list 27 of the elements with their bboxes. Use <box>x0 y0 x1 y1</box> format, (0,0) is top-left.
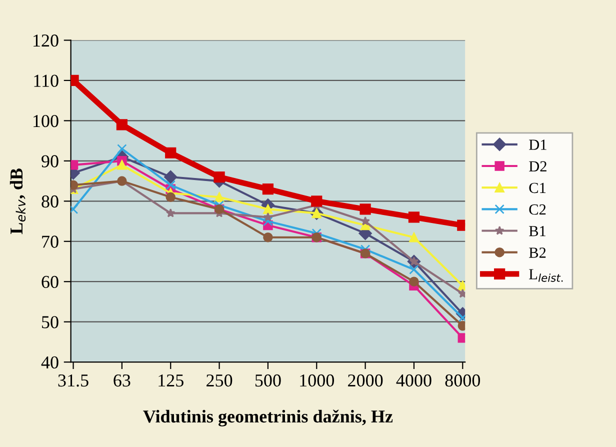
legend-label: B1 <box>529 226 546 236</box>
x-axis-title: Vidutinis geometrinis dažnis, Hz <box>143 410 393 426</box>
y-tick-label: 90 <box>42 155 58 168</box>
legend-label: C2 <box>529 204 546 215</box>
y-tick-label: 40 <box>41 356 58 369</box>
y-tick-label: 110 <box>34 74 58 87</box>
y-tick-label: 120 <box>34 34 58 47</box>
x-tick-label: 8000 <box>445 374 480 387</box>
legend-label: L$_{leist.}$ <box>529 269 563 282</box>
y-tick-label: 70 <box>42 236 58 248</box>
x-tick-label: 250 <box>206 374 232 387</box>
legend-label: B2 <box>529 248 546 258</box>
x-tick-label: 63 <box>114 374 130 387</box>
y-tick-label: 50 <box>42 316 58 328</box>
y-axis-title: L$_{ekv}$, dB <box>10 168 26 234</box>
x-tick-label: 4000 <box>396 374 432 387</box>
y-tick-label: 100 <box>34 114 58 128</box>
x-tick-label: 125 <box>158 374 184 387</box>
legend-label: D2 <box>529 161 546 172</box>
x-tick-label: 1000 <box>300 374 334 387</box>
y-tick-label: 60 <box>42 276 58 288</box>
legend-label: C1 <box>529 182 546 194</box>
y-tick-label: 80 <box>42 195 58 208</box>
x-tick-label: 500 <box>255 374 281 387</box>
legend-label: D1 <box>529 140 546 150</box>
x-tick-label: 2000 <box>348 374 383 387</box>
x-tick-label: 31.5 <box>58 374 88 387</box>
